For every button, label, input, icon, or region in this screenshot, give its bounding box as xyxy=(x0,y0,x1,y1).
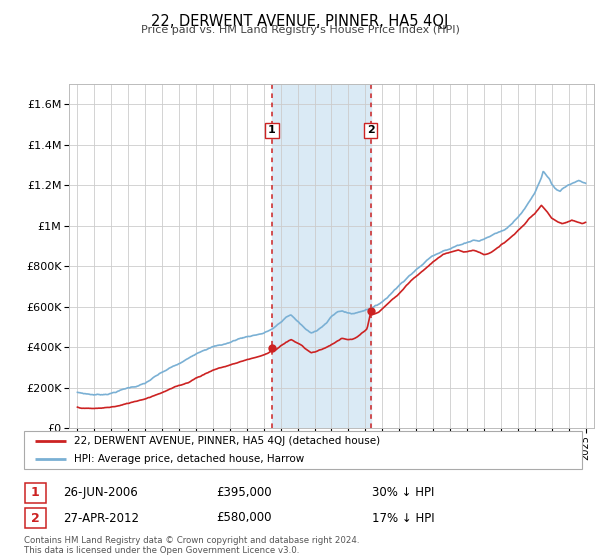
Text: 27-APR-2012: 27-APR-2012 xyxy=(63,511,139,525)
FancyBboxPatch shape xyxy=(25,508,46,528)
Text: Contains HM Land Registry data © Crown copyright and database right 2024.: Contains HM Land Registry data © Crown c… xyxy=(24,536,359,545)
Text: 17% ↓ HPI: 17% ↓ HPI xyxy=(372,511,434,525)
FancyBboxPatch shape xyxy=(25,483,46,503)
Text: 2: 2 xyxy=(31,511,40,525)
Text: 30% ↓ HPI: 30% ↓ HPI xyxy=(372,486,434,500)
Text: 26-JUN-2006: 26-JUN-2006 xyxy=(63,486,138,500)
Text: 2: 2 xyxy=(367,125,374,136)
Text: Price paid vs. HM Land Registry's House Price Index (HPI): Price paid vs. HM Land Registry's House … xyxy=(140,25,460,35)
Text: 1: 1 xyxy=(268,125,276,136)
FancyBboxPatch shape xyxy=(24,431,582,469)
Text: HPI: Average price, detached house, Harrow: HPI: Average price, detached house, Harr… xyxy=(74,454,304,464)
Text: £395,000: £395,000 xyxy=(216,486,272,500)
Text: This data is licensed under the Open Government Licence v3.0.: This data is licensed under the Open Gov… xyxy=(24,546,299,555)
Text: 22, DERWENT AVENUE, PINNER, HA5 4QJ: 22, DERWENT AVENUE, PINNER, HA5 4QJ xyxy=(151,14,449,29)
Bar xyxy=(272,84,371,428)
Text: 22, DERWENT AVENUE, PINNER, HA5 4QJ (detached house): 22, DERWENT AVENUE, PINNER, HA5 4QJ (det… xyxy=(74,436,380,446)
Text: 1: 1 xyxy=(31,486,40,500)
Text: £580,000: £580,000 xyxy=(216,511,271,525)
